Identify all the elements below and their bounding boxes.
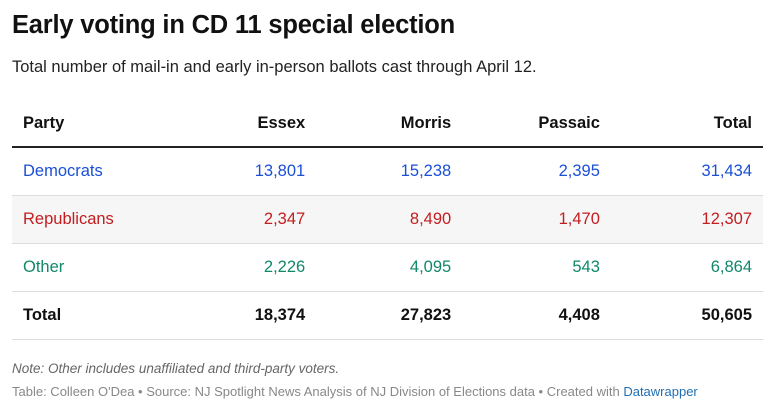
essex-cell: 2,226	[188, 243, 317, 292]
party-cell: Democrats	[12, 147, 189, 196]
morris-cell: 27,823	[316, 291, 463, 340]
column-header-morris[interactable]: Morris	[316, 101, 463, 148]
source-footer: Table: Colleen O'Dea • Source: NJ Spotli…	[12, 384, 698, 399]
column-header-essex[interactable]: Essex	[188, 101, 317, 148]
party-cell: Other	[12, 243, 189, 292]
essex-cell: 18,374	[188, 291, 317, 340]
passaic-cell: 1,470	[462, 195, 611, 244]
chart-title: Early voting in CD 11 special election	[12, 11, 456, 39]
total-cell: 6,864	[610, 243, 763, 292]
party-cell: Republicans	[12, 195, 189, 244]
table-row-other: Other 2,226 4,095 543 6,864	[12, 243, 763, 292]
total-cell: 31,434	[610, 147, 763, 196]
source-text: Table: Colleen O'Dea • Source: NJ Spotli…	[12, 384, 620, 399]
column-header-passaic[interactable]: Passaic	[462, 101, 611, 148]
table-row-total: Total 18,374 27,823 4,408 50,605	[12, 291, 763, 340]
essex-cell: 13,801	[188, 147, 317, 196]
table-row-republicans: Republicans 2,347 8,490 1,470 12,307	[12, 195, 763, 244]
essex-cell: 2,347	[188, 195, 317, 244]
total-cell: 12,307	[610, 195, 763, 244]
party-cell: Total	[12, 291, 189, 340]
passaic-cell: 2,395	[462, 147, 611, 196]
total-cell: 50,605	[610, 291, 763, 340]
passaic-cell: 543	[462, 243, 611, 292]
chart-subtitle: Total number of mail-in and early in-per…	[12, 58, 537, 76]
header-row: Party Essex Morris Passaic Total	[12, 101, 763, 148]
data-table: Party Essex Morris Passaic Total Democra…	[12, 101, 763, 340]
column-header-total[interactable]: Total	[610, 101, 763, 148]
morris-cell: 4,095	[316, 243, 463, 292]
column-header-party[interactable]: Party	[12, 101, 189, 148]
datawrapper-link[interactable]: Datawrapper	[623, 384, 698, 399]
passaic-cell: 4,408	[462, 291, 611, 340]
morris-cell: 8,490	[316, 195, 463, 244]
morris-cell: 15,238	[316, 147, 463, 196]
table-row-democrats: Democrats 13,801 15,238 2,395 31,434	[12, 147, 763, 196]
chart-note: Note: Other includes unaffiliated and th…	[12, 361, 340, 376]
